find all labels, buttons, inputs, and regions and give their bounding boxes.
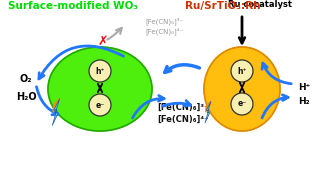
Text: h⁺: h⁺	[237, 67, 247, 75]
Ellipse shape	[204, 47, 280, 131]
Circle shape	[231, 93, 253, 115]
Text: e⁻: e⁻	[237, 99, 247, 108]
Text: [Fe(CN)₆]⁴⁻: [Fe(CN)₆]⁴⁻	[157, 115, 209, 123]
Text: h⁺: h⁺	[95, 67, 105, 75]
Text: [Fe(CN)₆]³⁻: [Fe(CN)₆]³⁻	[157, 102, 209, 112]
Text: O₂: O₂	[20, 74, 32, 84]
Text: H₂: H₂	[298, 97, 310, 105]
Text: H₂O: H₂O	[16, 92, 36, 102]
Ellipse shape	[48, 47, 152, 131]
Text: H⁺: H⁺	[298, 83, 310, 91]
Text: Ru/SrTiO₃:Rh: Ru/SrTiO₃:Rh	[185, 1, 260, 11]
Circle shape	[89, 60, 111, 82]
Text: e⁻: e⁻	[95, 101, 105, 109]
Text: [Fe(CN)₆]³⁻: [Fe(CN)₆]³⁻	[145, 17, 183, 25]
Text: Ru cocatalyst: Ru cocatalyst	[228, 0, 292, 9]
Text: Surface-modified WO₃: Surface-modified WO₃	[8, 1, 138, 11]
Circle shape	[231, 60, 253, 82]
Text: [Fe(CN)₆]⁴⁻: [Fe(CN)₆]⁴⁻	[145, 27, 183, 35]
Polygon shape	[53, 99, 60, 112]
Polygon shape	[52, 99, 60, 126]
Polygon shape	[206, 101, 211, 112]
Circle shape	[89, 94, 111, 116]
Polygon shape	[205, 101, 211, 123]
Text: ✗: ✗	[98, 35, 108, 47]
